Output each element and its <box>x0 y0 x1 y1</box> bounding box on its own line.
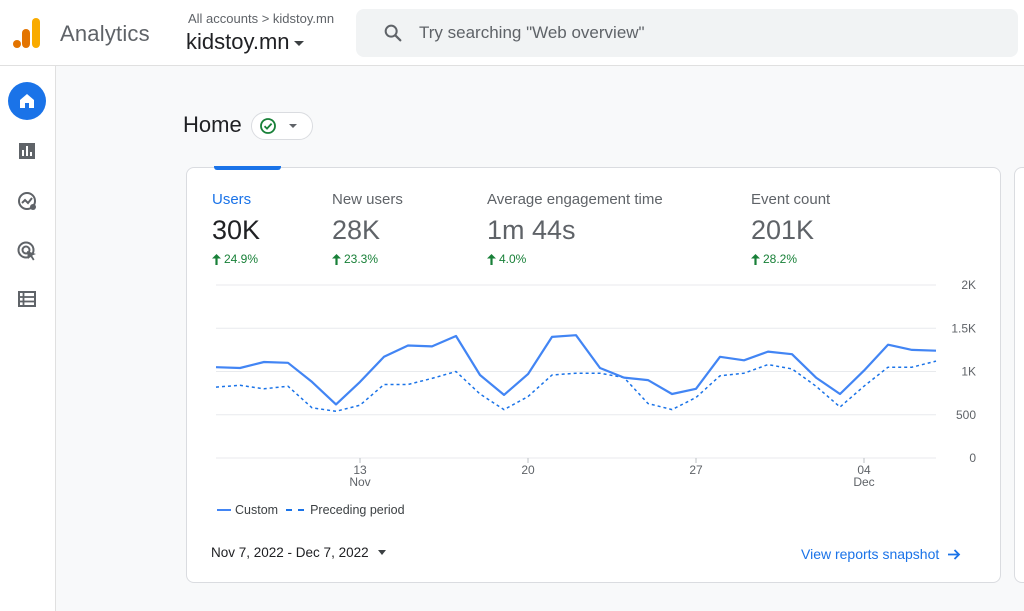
nav-home[interactable] <box>8 82 46 120</box>
metric-change-value: 4.0% <box>499 252 527 266</box>
metric-change-value: 24.9% <box>224 252 259 266</box>
metric-change-value: 28.2% <box>763 252 798 266</box>
advertising-icon <box>17 241 36 261</box>
y-tick-label: 1.5K <box>951 321 976 335</box>
metric-tab-users[interactable]: Users 30K 24.9% <box>212 191 260 266</box>
search-icon <box>384 24 402 42</box>
metric-change: 23.3% <box>332 252 403 266</box>
legend-label: Preceding period <box>310 503 405 517</box>
account-name: kidstoy.mn <box>186 29 290 54</box>
metric-tab-event-count[interactable]: Event count 201K 28.2% <box>751 191 830 266</box>
left-navigation <box>0 66 56 611</box>
page-title: Home <box>183 112 242 137</box>
check-circle-icon <box>260 118 276 134</box>
x-tick-month-label: Dec <box>853 475 874 489</box>
app-name: Analytics <box>60 21 150 46</box>
legend-item-preceding: Preceding period <box>286 503 405 517</box>
metric-change: 24.9% <box>212 252 260 266</box>
nav-reports[interactable] <box>8 132 46 170</box>
overview-card <box>186 167 1001 583</box>
x-tick-label: 13 <box>353 463 367 477</box>
arrow-right-icon <box>948 548 961 560</box>
account-breadcrumb[interactable]: All accounts > kidstoy.mn <box>188 11 335 26</box>
date-range-label: Nov 7, 2022 - Dec 7, 2022 <box>211 545 369 560</box>
arrow-up-icon <box>212 253 221 265</box>
legend-label: Custom <box>235 503 279 517</box>
secondary-card <box>1014 167 1024 583</box>
nav-explore[interactable] <box>8 182 46 220</box>
metric-label: Users <box>212 191 252 208</box>
chevron-down-icon <box>289 124 297 128</box>
metric-change-value: 23.3% <box>344 252 379 266</box>
x-tick-label: 04 <box>857 463 871 477</box>
metric-label: Average engagement time <box>487 191 663 208</box>
metric-value: 1m 44s <box>487 215 576 245</box>
metric-label: New users <box>332 191 403 208</box>
list-icon <box>18 291 36 307</box>
x-tick-label: 27 <box>689 463 703 477</box>
snapshot-link-label: View reports snapshot <box>801 546 940 562</box>
arrow-up-icon <box>487 253 496 265</box>
chevron-down-icon <box>293 41 304 46</box>
chart-legend: Custom Preceding period <box>217 503 413 517</box>
search-bar[interactable] <box>356 9 1018 57</box>
nav-configure[interactable] <box>8 280 46 318</box>
account-switcher[interactable]: kidstoy.mn <box>186 28 304 56</box>
metric-tab-engagement-time[interactable]: Average engagement time 1m 44s 4.0% <box>487 191 663 266</box>
x-tick-month-label: Nov <box>349 475 370 489</box>
arrow-up-icon <box>751 253 760 265</box>
top-bar: Analytics All accounts > kidstoy.mn kids… <box>0 0 1024 66</box>
metric-change: 28.2% <box>751 252 830 266</box>
metric-value: 28K <box>332 215 381 245</box>
chevron-down-icon <box>377 550 386 555</box>
metric-label: Event count <box>751 191 831 208</box>
series-line-custom <box>215 334 937 406</box>
arrow-up-icon <box>332 253 341 265</box>
bar-chart-icon <box>19 143 35 159</box>
y-tick-label: 500 <box>956 408 976 422</box>
x-tick-label: 20 <box>521 463 535 477</box>
legend-swatch <box>286 509 305 511</box>
status-chip[interactable] <box>251 112 313 140</box>
date-range-selector[interactable]: Nov 7, 2022 - Dec 7, 2022 <box>211 545 386 560</box>
legend-item-custom: Custom <box>217 503 278 517</box>
nav-advertising[interactable] <box>8 232 46 270</box>
y-tick-label: 1K <box>961 365 976 379</box>
home-icon <box>20 94 34 108</box>
y-tick-label: 0 <box>969 451 976 465</box>
metric-tab-new-users[interactable]: New users 28K 23.3% <box>332 191 403 266</box>
view-reports-snapshot-link[interactable]: View reports snapshot <box>801 546 961 562</box>
search-input[interactable] <box>419 23 979 43</box>
y-tick-label: 2K <box>961 278 976 292</box>
metric-value: 201K <box>751 215 815 245</box>
series-line-preceding-period <box>215 360 937 413</box>
metric-value: 30K <box>212 215 261 245</box>
explore-icon <box>18 192 36 210</box>
analytics-logo-icon[interactable] <box>12 16 42 50</box>
metric-change: 4.0% <box>487 252 663 266</box>
legend-swatch <box>217 509 231 511</box>
active-tab-indicator <box>214 166 281 170</box>
